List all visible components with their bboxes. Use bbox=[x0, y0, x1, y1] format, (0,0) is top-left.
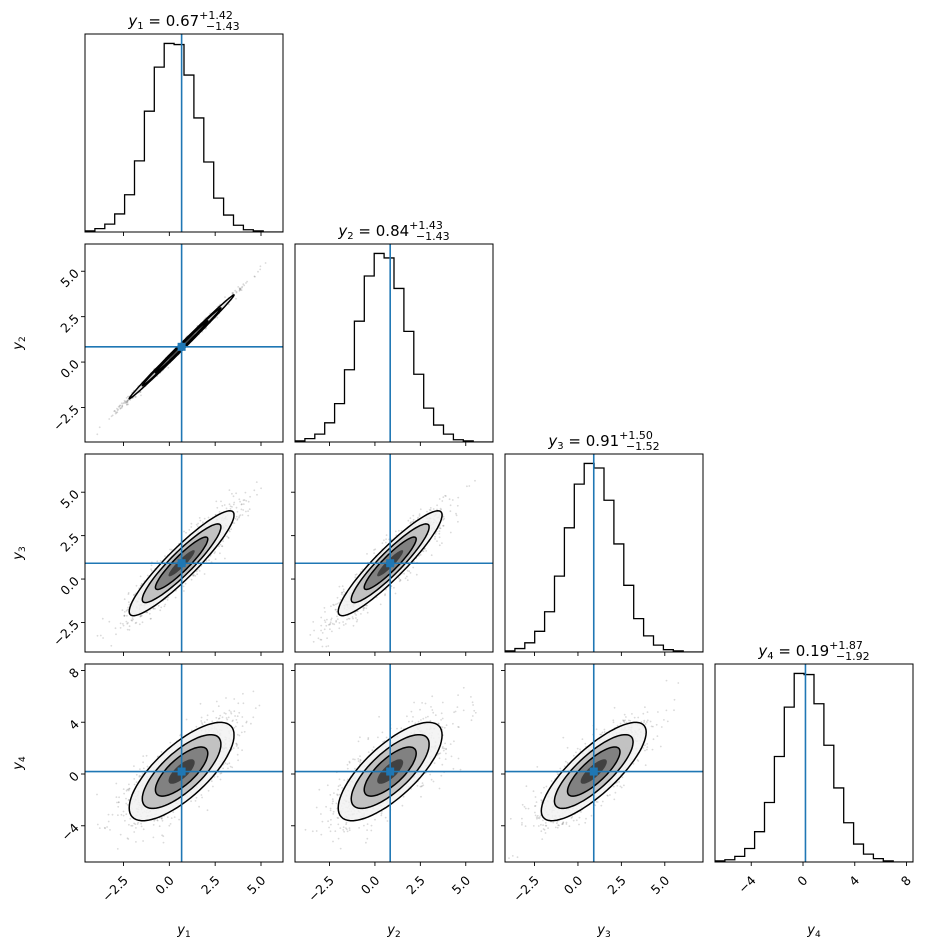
histogram-step-3 bbox=[505, 462, 703, 652]
scatter-panel-3-2 bbox=[291, 453, 494, 656]
x-tick-label: 5.0 bbox=[648, 873, 673, 898]
x-axis-label-4: y4 bbox=[806, 923, 821, 940]
x-tick-label: −2.5 bbox=[305, 873, 337, 905]
scatter-panel-2-1: −2.5 0.0 2.5 5.0 bbox=[50, 243, 284, 446]
panel-frame bbox=[294, 243, 494, 443]
title-3: y3 = 0.91+1.50 −1.52 bbox=[547, 429, 659, 453]
y-tick-label: 5.0 bbox=[57, 266, 82, 291]
y-tick-label: 4 bbox=[66, 717, 82, 733]
y-tick-label: 8 bbox=[66, 665, 82, 681]
x-tick-label: −2.5 bbox=[99, 873, 131, 905]
panel-frame bbox=[84, 33, 284, 233]
x-tick-label: 8 bbox=[898, 873, 914, 889]
y-tick-label: −2.5 bbox=[50, 617, 82, 649]
y-tick-label: 2.5 bbox=[57, 311, 82, 336]
title-2: y2 = 0.84+1.43 −1.43 bbox=[337, 219, 449, 243]
x-tick-label: 2.5 bbox=[198, 873, 223, 898]
panel-frame bbox=[504, 663, 704, 863]
truth-marker bbox=[589, 767, 598, 776]
histogram-panel-4: y4 = 0.19+1.87 −1.92 −4 0 4 8 bbox=[714, 639, 914, 897]
truth-marker bbox=[177, 559, 186, 568]
scatter-panel-4-2: −2.5 0.0 2.5 5.0 bbox=[291, 663, 494, 905]
y-tick-label: −4 bbox=[58, 820, 82, 844]
x-tick-label: 0.0 bbox=[561, 873, 586, 898]
y-axis-label-3: y3 bbox=[11, 546, 28, 560]
panel-frame bbox=[84, 453, 284, 653]
histogram-step-2 bbox=[295, 252, 493, 442]
truth-marker bbox=[177, 342, 186, 351]
x-tick-label: 0.0 bbox=[358, 873, 383, 898]
scatter-panel-4-1: −2.5 0.0 2.5 5.0 −4 0 4 8 bbox=[58, 663, 284, 905]
y-tick-label: 2.5 bbox=[57, 530, 82, 555]
histogram-step-1 bbox=[85, 42, 283, 232]
x-axis-label-1: y1 bbox=[176, 923, 190, 940]
x-tick-label: 2.5 bbox=[403, 873, 428, 898]
panel-frame bbox=[504, 453, 704, 653]
histogram-panel-3: y3 = 0.91+1.50 −1.52 bbox=[504, 429, 704, 656]
x-tick-label: 0 bbox=[794, 873, 810, 889]
panel-frame bbox=[294, 453, 494, 653]
scatter-panel-3-1: −2.5 0.0 2.5 5.0 bbox=[50, 453, 284, 656]
panel-frame bbox=[294, 663, 494, 863]
y-tick-label: 0.0 bbox=[57, 356, 82, 381]
y-tick-label: 0 bbox=[66, 768, 82, 784]
histogram-panel-2: y2 = 0.84+1.43 −1.43 bbox=[294, 219, 494, 446]
y-tick-label: 0.0 bbox=[57, 573, 82, 598]
histogram-step-4 bbox=[715, 672, 913, 862]
y-axis-label-4: y4 bbox=[11, 756, 28, 771]
y-axis-label-2: y2 bbox=[11, 336, 28, 350]
x-tick-label: 5.0 bbox=[449, 873, 474, 898]
x-tick-label: 4 bbox=[846, 873, 862, 889]
y-tick-label: 5.0 bbox=[57, 487, 82, 512]
truth-marker bbox=[177, 767, 186, 776]
scatter-panel-4-3: −2.5 0.0 2.5 5.0 bbox=[501, 663, 704, 905]
y-tick-label: −2.5 bbox=[50, 402, 82, 434]
x-tick-label: 2.5 bbox=[604, 873, 629, 898]
truth-marker bbox=[386, 559, 395, 568]
panel-frame bbox=[714, 663, 914, 863]
x-tick-label: 0.0 bbox=[152, 873, 177, 898]
title-4: y4 = 0.19+1.87 −1.92 bbox=[757, 639, 869, 663]
title-1: y1 = 0.67+1.42 −1.43 bbox=[127, 9, 239, 33]
x-tick-label: 5.0 bbox=[244, 873, 269, 898]
x-tick-label: −4 bbox=[735, 873, 759, 897]
panel-frame bbox=[84, 663, 284, 863]
histogram-panel-1: y1 = 0.67+1.42 −1.43 bbox=[84, 9, 284, 236]
truth-marker bbox=[386, 767, 395, 776]
x-tick-label: −2.5 bbox=[510, 873, 542, 905]
panel-frame bbox=[84, 243, 284, 443]
x-axis-label-3: y3 bbox=[596, 923, 610, 940]
x-axis-label-2: y2 bbox=[386, 923, 400, 940]
